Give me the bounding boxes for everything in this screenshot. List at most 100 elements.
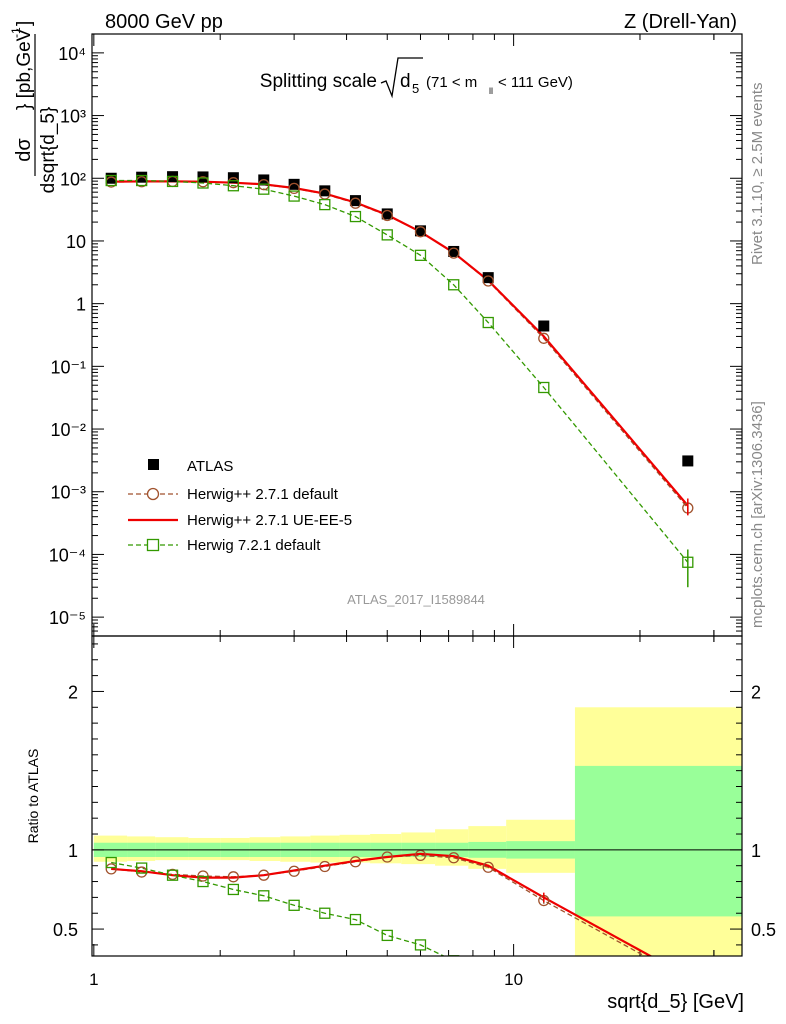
x-tick-label: 10: [504, 970, 523, 989]
ratio-y-tick-label: 1: [68, 841, 78, 861]
main-title: Splitting scale d 5 (71 < m ll < 111 GeV…: [260, 57, 573, 99]
ratio-herwigpp-default-point: [349, 856, 362, 868]
main-herwig72-point: [136, 174, 148, 187]
header-left: 8000 GeV pp: [105, 11, 223, 33]
ratio-herwig72-point: [483, 973, 493, 983]
main-atlas-point: [319, 185, 331, 197]
y-tick-label: 10: [66, 232, 86, 252]
y-label-denominator: dsqrt{d_5}: [38, 107, 59, 194]
main-y-axis-label: dσ dsqrt{d_5} } [pb,GeV -1 ]: [9, 21, 59, 194]
main-herwigpp-default-point: [381, 209, 393, 222]
x-tick-label: 1: [89, 970, 98, 989]
y-label-unit: } [pb,GeV: [14, 28, 35, 110]
y-tick-label: 10⁻¹: [50, 357, 86, 377]
main-herwigpp-default-point: [288, 182, 300, 195]
ratio-herwig72-point: [105, 856, 117, 869]
y-tick-label: 10²: [60, 169, 86, 189]
main-title-range-sub: ll: [489, 86, 493, 96]
main-markers: [105, 171, 694, 588]
ratio-herwigpp-default-point: [448, 852, 460, 864]
main-herwig72-point: [197, 177, 209, 189]
y-tick-label: 10⁴: [58, 44, 86, 64]
ratio-herwigpp-default-point: [105, 863, 117, 875]
ratio-herwigpp-default-point: [227, 871, 240, 883]
main-lines: [111, 179, 689, 563]
main-herwig72-point: [166, 175, 179, 188]
mcplots-label: mcplots.cern.ch [arXiv:1306.3436]: [749, 401, 766, 628]
ratio-herwig72-point: [288, 899, 300, 911]
main-atlas-point: [538, 320, 550, 332]
main-herwig72-point: [349, 210, 362, 223]
main-title-subscript: 5: [412, 81, 419, 96]
ratio-herwigpp-default-point: [381, 851, 393, 863]
main-herwig72-line: [111, 179, 689, 563]
ratio-herwig72-point: [197, 875, 209, 888]
tick-labels: 1 10 10⁻⁵ 10⁻⁴ 10⁻³ 10⁻² 10⁻¹ 1 10 10² 10³ 10⁴ 0.5 0.…: [49, 44, 776, 989]
main-atlas-point: [482, 272, 494, 284]
legend: ATLAS Herwig++ 2.7.1 default Herwig++ 2.…: [128, 458, 352, 554]
y-tick-label: 10⁻³: [50, 483, 86, 503]
analysis-watermark: ATLAS_2017_I1589844: [347, 592, 485, 607]
ratio-herwigpp-default-point: [319, 860, 331, 873]
ratio-band-stat-bin: [574, 765, 742, 917]
ratio-herwig72-point: [349, 913, 362, 926]
legend-herwig72-marker: [146, 538, 160, 552]
y-tick-label: 10⁻⁴: [49, 545, 86, 565]
main-herwig72-point: [288, 190, 300, 202]
ratio-y-tick-label-right: 1: [751, 841, 761, 861]
main-atlas-point: [105, 172, 117, 184]
plot-frames: [91, 33, 743, 957]
main-atlas-point: [414, 225, 426, 237]
main-atlas-point: [448, 245, 460, 257]
main-atlas-point: [381, 208, 393, 220]
legend-herwig72-label: Herwig 7.2.1 default: [187, 537, 321, 554]
ratio-herwigpp-default-point: [482, 861, 494, 873]
main-herwig72-point: [381, 229, 393, 241]
sqrt-sign-icon: [380, 57, 423, 99]
ratio-herwigpp-default-point: [414, 849, 427, 862]
main-herwig72-point: [538, 381, 550, 394]
header-right: Z (Drell-Yan): [624, 11, 737, 33]
ratio-y-axis-label: Ratio to ATLAS: [25, 749, 41, 844]
ratio-herwig72-point: [227, 883, 240, 896]
legend-herwigpp-default-label: Herwig++ 2.7.1 default: [187, 486, 339, 503]
ratio-herwigpp-default-point: [288, 865, 300, 877]
ratio-y-tick-label-right: 0.5: [751, 920, 776, 940]
y-label-numerator: dσ: [13, 138, 35, 162]
main-herwig72-point: [414, 249, 427, 261]
ratio-y-tick-label: 2: [68, 682, 78, 702]
ratio-herwig72-line: [111, 861, 446, 956]
ratio-herwigpp-default-point: [258, 869, 270, 881]
main-herwigpp-default-point: [448, 247, 460, 259]
main-herwigpp-default-point: [349, 197, 362, 209]
y-tick-label: 10⁻⁵: [49, 608, 86, 628]
legend-herwigpp-ueee5-label: Herwig++ 2.7.1 UE-EE-5: [187, 512, 352, 529]
series-markers: [105, 171, 694, 985]
x-axis-label: sqrt{d_5} [GeV]: [607, 991, 744, 1013]
ratio-herwigpp-ueee5-line: [111, 852, 653, 956]
y-tick-label: 10³: [60, 107, 86, 127]
ratio-markers: [105, 849, 693, 985]
rivet-version-label: Rivet 3.1.10, ≥ 2.5M events: [749, 83, 766, 266]
legend-atlas-label: ATLAS: [187, 458, 233, 475]
main-title-range-suffix: < 111 GeV): [498, 74, 573, 91]
ratio-herwigpp-default-point: [683, 975, 693, 985]
main-herwig72-point: [482, 316, 494, 329]
ratio-herwig72-point: [319, 907, 331, 919]
ratio-y-tick-label-right: 2: [751, 682, 761, 702]
main-title-range-prefix: (71 < m: [426, 74, 477, 91]
main-herwigpp-default-point: [414, 226, 427, 238]
ratio-herwig72-point: [381, 929, 393, 942]
ratio-herwig72-point: [448, 955, 460, 956]
y-label-unit-close: ]: [14, 21, 35, 26]
main-title-text: Splitting scale: [260, 71, 377, 92]
y-tick-label: 1: [76, 295, 86, 315]
ratio-uncertainty-bands: [93, 707, 742, 956]
ratio-herwigpp-default-line: [111, 854, 646, 956]
ratio-herwig72-point: [136, 862, 148, 874]
legend-herwigpp-default-marker: [146, 487, 160, 501]
ratio-plot-frame: [91, 635, 743, 957]
ratio-y-tick-label: 0.5: [53, 920, 78, 940]
main-title-symbol: d: [400, 71, 411, 92]
